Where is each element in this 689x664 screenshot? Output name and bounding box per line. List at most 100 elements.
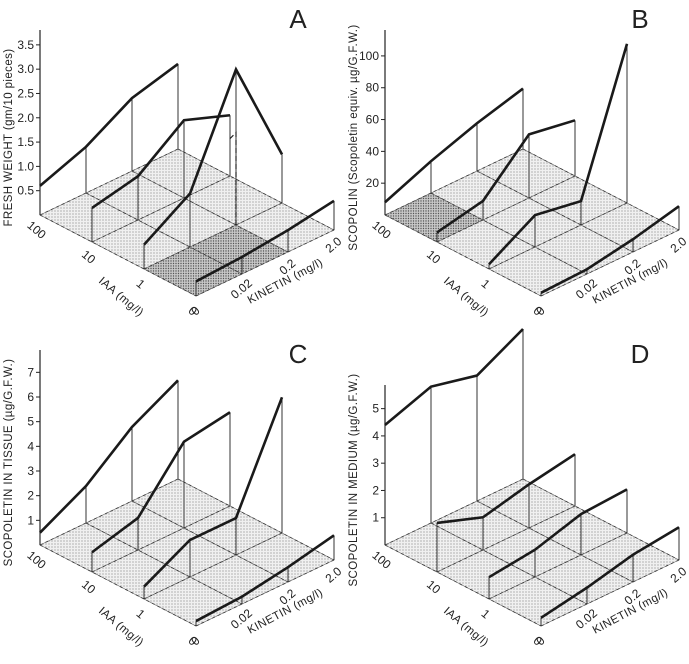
y-tick-label: 4 — [372, 429, 379, 443]
kinetin-tick-label: 2.0 — [323, 234, 345, 256]
iaa-tick-label: 1 — [134, 606, 148, 621]
y-tick-label: 3 — [372, 456, 379, 470]
floor-gridline — [430, 522, 588, 605]
iaa-tick-label: 100 — [369, 218, 394, 242]
panel-letter: A — [289, 4, 307, 34]
y-axis-title: SCOPOLETIN IN MEDIUM (µg/G.F.W.) — [348, 373, 360, 586]
y-tick-label: 1 — [27, 513, 34, 527]
series-line-iaa-0 — [540, 205, 680, 294]
floor-gridline — [39, 544, 197, 627]
y-tick-label: 3.5 — [17, 38, 34, 52]
y-tick-label: 2 — [372, 483, 379, 497]
y-tick-label: 1.5 — [17, 135, 34, 149]
iaa-tick-label: 10 — [424, 247, 443, 267]
floor-gridline — [436, 505, 576, 573]
y-tick-label: 4 — [27, 439, 34, 453]
series-line-iaa-1 — [488, 43, 629, 266]
series-line-iaa-1 — [143, 396, 284, 588]
panel-d: 1 2 3 4 5 SCOPOLETIN IN MEDIUM (µg/G.F.W.) 100… — [348, 328, 689, 649]
floor-gridline — [540, 559, 680, 627]
panel-letter: C — [289, 339, 308, 369]
y-tick-label: 3 — [27, 464, 34, 478]
y-axis-title: SCOPOLETIN IN TISSUE (µg/G.F.W.) — [3, 359, 15, 567]
series-line-iaa-100 — [39, 62, 179, 187]
iaa-tick-label: 1 — [134, 276, 148, 291]
floor-gridline — [91, 505, 231, 573]
floor-gridline — [177, 478, 335, 561]
y-axis-title: FRESH WEIGHT (gm/10 pieces) — [3, 48, 15, 226]
floor-gridline — [436, 175, 576, 243]
y-tick-label: 1.0 — [17, 159, 34, 173]
floor-gridline — [85, 192, 243, 275]
panel-letter: B — [631, 4, 648, 34]
floor-gridline — [195, 229, 335, 297]
floor-gridline — [476, 170, 634, 253]
y-tick-label: 60 — [366, 113, 380, 127]
floor-gridline — [384, 478, 524, 546]
series-line-iaa-100 — [384, 328, 524, 426]
series-line-iaa-0 — [540, 526, 680, 619]
y-tick-label: 20 — [366, 176, 380, 190]
y-tick-label: 2.0 — [17, 111, 34, 125]
floor-gridline — [91, 175, 231, 243]
floor-gridline — [131, 170, 289, 253]
series-line-iaa-10 — [436, 119, 576, 234]
y-axis-title: SCOPOLIN (Scopoletin equiv. µg/G.F.W.) — [348, 24, 360, 250]
iaa-tick-label: 1 — [479, 276, 493, 291]
y-tick-label: 2 — [27, 489, 34, 503]
floor-gridline — [195, 559, 335, 627]
kinetin-tick-label: 2.0 — [323, 564, 345, 586]
iaa-tick-label: 1 — [479, 606, 493, 621]
y-tick-label: 6 — [27, 390, 34, 404]
series-line-iaa-0 — [195, 534, 335, 623]
y-tick-label: 5 — [372, 402, 379, 416]
series-line-iaa-100 — [384, 87, 524, 204]
series-line-iaa-10 — [91, 113, 231, 210]
series-line-iaa-1 — [143, 66, 284, 246]
kinetin-tick-label: 2.0 — [668, 234, 689, 256]
series-line-iaa-1 — [488, 488, 628, 579]
series-line-iaa-10 — [436, 453, 576, 525]
floor-gridline — [384, 214, 542, 297]
y-tick-label: 40 — [366, 144, 380, 158]
series-line-iaa-10 — [91, 411, 231, 554]
floor-gridline — [143, 532, 283, 600]
floor-gridline — [384, 544, 542, 627]
floor-gridline — [488, 202, 628, 270]
floor-gridline — [488, 532, 628, 600]
y-tick-label: 80 — [366, 81, 380, 95]
iaa-tick-label: 100 — [24, 218, 49, 242]
floor-gridline — [522, 478, 680, 561]
dashed-marker — [227, 131, 237, 225]
y-tick-label: 0.5 — [17, 184, 34, 198]
floor-gridline — [143, 202, 283, 270]
floor-gridline — [540, 229, 680, 297]
floor-gridline — [39, 214, 197, 297]
floor-gridline — [131, 500, 289, 583]
y-tick-label: 1 — [372, 511, 379, 525]
y-tick-label: 5 — [27, 415, 34, 429]
panel-letter: D — [631, 339, 650, 369]
iaa-tick-label: 10 — [79, 577, 98, 597]
y-tick-label: 100 — [359, 49, 379, 63]
floor-gridline — [476, 500, 634, 583]
series-line-iaa-100 — [39, 379, 179, 534]
floor-gridline — [39, 148, 179, 216]
y-tick-label: 3.0 — [17, 62, 34, 76]
kinetin-tick-label: 2.0 — [668, 564, 689, 586]
y-tick-label: 2.5 — [17, 86, 34, 100]
floor-gridline — [384, 148, 524, 216]
floor-gridline — [430, 192, 588, 275]
iaa-tick-label: 10 — [79, 247, 98, 267]
y-tick-label: 7 — [27, 365, 34, 379]
floor-gridline — [522, 148, 680, 231]
floor-gridline — [85, 522, 243, 605]
panel-c: 1 2 3 4 5 6 7 SCOPOLETIN IN TISSUE (µg/G.F.W.) 1… — [3, 339, 345, 649]
iaa-tick-label: 10 — [424, 577, 443, 597]
series-line-iaa-0 — [195, 199, 335, 283]
iaa-tick-label: 100 — [24, 548, 49, 572]
iaa-tick-label: 100 — [369, 548, 394, 572]
